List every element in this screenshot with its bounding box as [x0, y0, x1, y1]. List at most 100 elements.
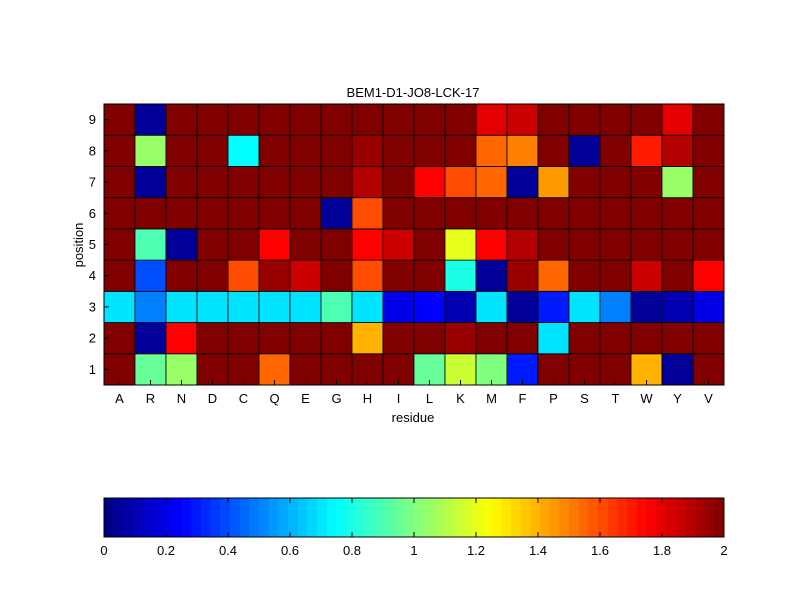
heatmap-cell	[382, 290, 415, 323]
colorbar-swatch	[607, 498, 618, 537]
y-tick-label: 8	[89, 143, 96, 158]
heatmap-cell	[630, 197, 663, 230]
colorbar-swatch	[346, 498, 357, 537]
heatmap-cell	[227, 228, 260, 261]
colorbar-swatch	[636, 498, 647, 537]
heatmap-cell	[382, 166, 415, 199]
heatmap-cell	[506, 103, 539, 136]
colorbar-swatch	[171, 498, 182, 537]
heatmap-cell	[196, 259, 229, 292]
x-tick-label: I	[397, 391, 401, 406]
heatmap-cell	[692, 290, 725, 323]
heatmap-cell	[165, 259, 198, 292]
heatmap-cell	[568, 166, 601, 199]
heatmap-cell	[134, 228, 167, 261]
colorbar-swatch	[394, 498, 405, 537]
heatmap-cell	[413, 259, 446, 292]
heatmap-cell	[134, 259, 167, 292]
heatmap-cell	[351, 134, 384, 167]
heatmap-cell	[134, 197, 167, 230]
heatmap-cell	[568, 322, 601, 355]
heatmap-cell	[599, 228, 632, 261]
heatmap-cell	[196, 290, 229, 323]
heatmap-cell	[537, 166, 570, 199]
heatmap-cell	[475, 228, 508, 261]
heatmap-cell	[537, 197, 570, 230]
x-axis-label: residue	[392, 410, 435, 425]
colorbar-swatch	[646, 498, 657, 537]
colorbar-swatch	[501, 498, 512, 537]
heatmap-cell	[289, 259, 322, 292]
colorbar-swatch	[472, 498, 483, 537]
colorbar-tick-label: 1.4	[529, 543, 547, 558]
heatmap-cell	[134, 353, 167, 386]
x-tick-label: T	[612, 391, 620, 406]
y-axis-ticks: 1 2 3 4 5 6 7 8 9	[89, 112, 109, 377]
heatmap-cell	[413, 134, 446, 167]
heatmap-cell	[475, 259, 508, 292]
colorbar-tick-label: 1	[410, 543, 417, 558]
colorbar-swatch	[297, 498, 308, 537]
heatmap-cell	[382, 134, 415, 167]
heatmap-cell	[506, 134, 539, 167]
x-tick-label: A	[115, 391, 124, 406]
heatmap-cell	[444, 228, 477, 261]
heatmap-cell	[444, 353, 477, 386]
heatmap-cell	[289, 166, 322, 199]
heatmap-cell	[382, 103, 415, 136]
heatmap-cell	[692, 103, 725, 136]
colorbar-swatch	[249, 498, 260, 537]
heatmap-cell	[165, 228, 198, 261]
heatmap-cell	[289, 197, 322, 230]
colorbar-swatch	[259, 498, 270, 537]
heatmap-cell	[134, 134, 167, 167]
colorbar-swatch	[239, 498, 250, 537]
colorbar-swatch	[210, 498, 221, 537]
heatmap-cell	[196, 197, 229, 230]
heatmap-cell	[227, 134, 260, 167]
heatmap-cell	[227, 103, 260, 136]
heatmap-cell	[165, 166, 198, 199]
heatmap-cell	[196, 103, 229, 136]
heatmap-cell	[320, 197, 353, 230]
heatmap-cell	[258, 134, 291, 167]
heatmap-cell	[475, 322, 508, 355]
colorbar-swatch	[539, 498, 551, 537]
heatmap-cell	[475, 197, 508, 230]
x-tick-label: V	[704, 391, 713, 406]
colorbar-swatch	[491, 498, 502, 537]
x-tick-label: F	[519, 391, 527, 406]
heatmap-cell	[227, 197, 260, 230]
heatmap-cell	[537, 290, 570, 323]
heatmap-cell	[413, 166, 446, 199]
heatmap-cell	[196, 228, 229, 261]
colorbar-swatch	[665, 498, 677, 537]
colorbar-swatch	[307, 498, 318, 537]
heatmap-cell	[320, 322, 353, 355]
y-axis-label: position	[71, 223, 86, 268]
colorbar-tick-label: 2	[720, 543, 727, 558]
y-tick-label: 1	[89, 362, 96, 377]
heatmap-cell	[351, 259, 384, 292]
colorbar-swatch	[617, 498, 628, 537]
heatmap-cell	[320, 353, 353, 386]
x-tick-label: L	[426, 391, 433, 406]
heatmap-cell	[661, 197, 694, 230]
heatmap-cell	[103, 322, 136, 355]
heatmap-cell	[351, 197, 384, 230]
heatmap-cell	[196, 134, 229, 167]
colorbar-swatch	[694, 498, 706, 537]
colorbar-swatch	[200, 498, 212, 537]
heatmap-cell	[630, 322, 663, 355]
heatmap-cell	[351, 290, 384, 323]
heatmap-cell	[258, 166, 291, 199]
heatmap-cell	[258, 103, 291, 136]
colorbar-swatch	[384, 498, 396, 537]
colorbar-swatch	[317, 498, 328, 537]
colorbar-swatch	[229, 498, 241, 537]
heatmap-cell	[444, 322, 477, 355]
colorbar-tick-label: 1.2	[467, 543, 485, 558]
colorbar-swatch	[404, 498, 415, 537]
colorbar-swatch	[142, 498, 153, 537]
colorbar-swatch	[162, 498, 173, 537]
